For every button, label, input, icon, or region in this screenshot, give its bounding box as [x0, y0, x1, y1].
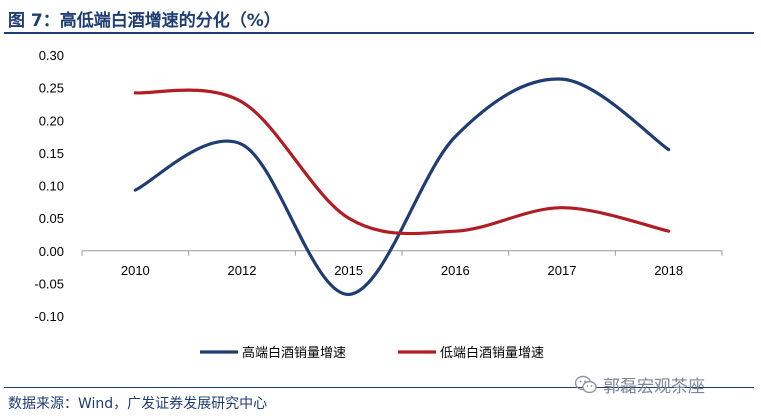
- watermark-text: 郭磊宏观茶座: [603, 377, 705, 397]
- legend-label-0: 高端白酒销量增速: [242, 345, 346, 361]
- source-note: 数据来源：Wind，广发证券发展研究中心: [8, 396, 268, 412]
- y-tick-label: 0.25: [39, 81, 64, 96]
- watermark: 郭磊宏观茶座: [575, 372, 705, 397]
- y-tick-label: 0.05: [39, 211, 64, 226]
- x-tick-label: 2015: [334, 263, 363, 278]
- y-tick-label: -0.10: [34, 309, 64, 324]
- y-tick-label: -0.05: [34, 276, 64, 291]
- x-tick-label: 2010: [121, 263, 150, 278]
- legend-label-1: 低端白酒销量增速: [440, 345, 544, 361]
- x-tick-label: 2017: [548, 263, 577, 278]
- series-lines: [133, 77, 671, 297]
- series-line-0: [133, 77, 671, 297]
- y-tick-label: 0.30: [39, 48, 64, 63]
- wechat-icon: [575, 375, 597, 393]
- x-tick-label: 2018: [654, 263, 683, 278]
- legend: 高端白酒销量增速 低端白酒销量增速: [200, 345, 544, 361]
- x-tick-label: 2016: [441, 263, 470, 278]
- y-axis: 0.30 0.25 0.20 0.15 0.10 0.05 0.00 -0.05 -0.10: [34, 48, 64, 324]
- line-chart: 0.30 0.25 0.20 0.15 0.10 0.05 0.00 -0.05 -0.10 2…: [34, 48, 723, 361]
- y-tick-label: 0.10: [39, 179, 64, 194]
- x-tick-label: 2012: [228, 263, 257, 278]
- figure-title: 图 7：高低端白酒增速的分化（%）: [8, 11, 281, 31]
- y-tick-label: 0.15: [39, 146, 64, 161]
- title-rule: [4, 32, 754, 34]
- y-tick-label: 0.00: [39, 244, 64, 259]
- source-rule: [4, 387, 754, 388]
- x-axis: 2010 2012 2015 2016 2017 2018: [81, 250, 723, 278]
- series-line-1: [133, 88, 671, 236]
- y-tick-label: 0.20: [39, 113, 64, 128]
